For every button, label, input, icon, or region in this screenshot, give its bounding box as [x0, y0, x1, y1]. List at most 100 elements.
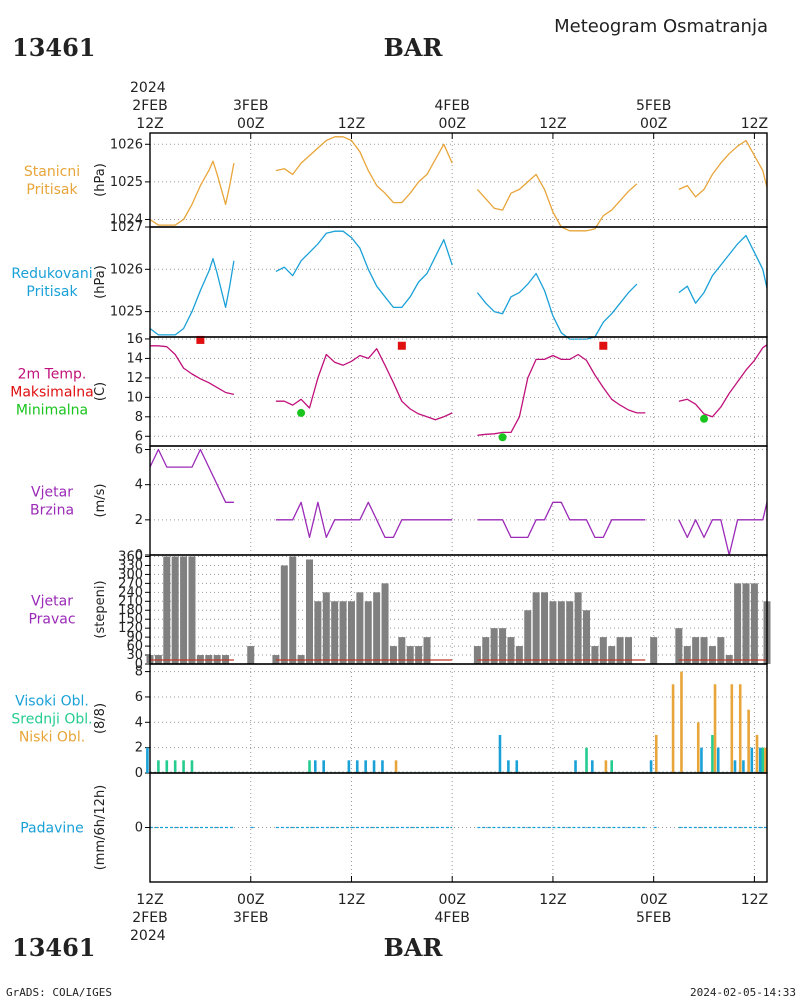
cloud-bar-mid	[157, 760, 160, 773]
cloud-bar-high	[364, 760, 367, 773]
wind-direction-bar	[557, 601, 565, 664]
wind-direction-bar	[616, 637, 624, 664]
wind-direction-ytick-label: 0	[135, 657, 143, 672]
bottom-hour-label: 12Z	[741, 892, 768, 908]
wind-direction-ytick-label: 120	[118, 621, 143, 636]
reduced-pressure-ytick-label: 1027	[110, 220, 143, 235]
temperature-unit-label: (C)	[93, 382, 108, 401]
reduced-pressure-ytick-label: 1026	[110, 262, 143, 277]
cloud-bar-low	[764, 747, 767, 773]
wind-direction-bar	[188, 556, 196, 664]
wind-direction-bar	[305, 559, 313, 664]
station-pressure-ytick-label: 1026	[110, 137, 143, 152]
wind-direction-bar	[750, 583, 758, 664]
precipitation-frame	[149, 772, 768, 883]
wind-direction-bar	[507, 637, 515, 664]
cloud-bar-high	[716, 747, 720, 773]
wind-speed-series-line	[477, 501, 646, 539]
bottom-date-label: 4FEB	[434, 910, 469, 926]
cloud-bar-high	[146, 747, 149, 773]
station-name-top: BAR	[384, 33, 444, 62]
cloud-bar-low	[671, 684, 675, 773]
wind-direction-bar	[734, 583, 742, 664]
tmin-point	[700, 414, 709, 423]
wind-direction-bar	[389, 646, 397, 664]
station-id-bottom: 13461	[12, 933, 96, 962]
station-pressure-label-line: Stanicni	[24, 164, 80, 180]
wind-direction-bar	[381, 583, 389, 664]
top-hour-label: 12Z	[539, 116, 566, 132]
temperature-label-line: Maksimalna	[10, 385, 94, 401]
bottom-hour-label: 00Z	[439, 892, 466, 908]
cloud-bar-high	[574, 760, 577, 773]
wind-direction-bar	[473, 646, 481, 664]
bottom-hour-label: 12Z	[539, 892, 566, 908]
wind-direction-bar	[650, 637, 658, 664]
wind-direction-bar	[499, 628, 507, 664]
top-date-label: 3FEB	[233, 98, 268, 114]
station-name-bottom: BAR	[384, 933, 444, 962]
reduced-pressure-ytick-label: 1025	[110, 305, 143, 320]
wind-direction-bar	[364, 601, 372, 664]
wind-speed-series-line	[149, 448, 234, 503]
station-pressure-series-line	[476, 173, 638, 232]
wind-direction-bar	[583, 610, 591, 664]
cloud-bar-mid	[173, 760, 177, 773]
wind-speed-ytick-label: 2	[135, 513, 143, 528]
temperature-ytick-label: 6	[135, 429, 143, 444]
wind-direction-bar	[415, 646, 423, 664]
cloud-cover-unit-label: (8/8)	[93, 703, 108, 734]
wind-direction-ytick-label: 270	[118, 576, 143, 591]
precipitation-unit-label: (mm/6h/12h)	[93, 785, 108, 871]
wind-direction-bar	[163, 556, 171, 664]
tmax-point	[599, 341, 608, 350]
tmin-point	[297, 408, 306, 417]
cloud-cover-ytick-label: 0	[135, 766, 143, 781]
wind-direction-bar	[347, 601, 355, 664]
top-hour-label: 00Z	[439, 116, 466, 132]
wind-speed-label-line: Brzina	[30, 503, 74, 519]
reduced-pressure-frame	[149, 226, 768, 338]
station-pressure-ytick-label: 1024	[110, 212, 143, 227]
wind-direction-bar	[608, 646, 616, 664]
wind-direction-bar	[331, 601, 339, 664]
cloud-bar-low	[394, 760, 398, 773]
reduced-pressure-series-line	[476, 272, 638, 340]
cloud-bar-low	[713, 684, 717, 773]
top-hour-label: 12Z	[136, 116, 163, 132]
wind-direction-bar	[524, 610, 532, 664]
temperature-frame	[149, 336, 768, 447]
bottom-hour-label: 00Z	[640, 892, 667, 908]
cloud-bar-high	[515, 760, 519, 773]
reduced-pressure-label-line: Redukovani	[11, 266, 92, 282]
reduced-pressure-series-line	[275, 230, 453, 309]
tmax-point	[397, 341, 406, 350]
tmin-point	[498, 433, 507, 442]
wind-direction-bar	[549, 601, 557, 664]
wind-direction-bar	[322, 592, 330, 664]
wind-direction-bar	[247, 646, 255, 664]
reduced-pressure-series-line	[149, 258, 235, 336]
wind-direction-bar	[717, 637, 725, 664]
temperature-series-line	[678, 344, 768, 418]
wind-direction-unit-label: (stepeni)	[93, 580, 108, 638]
wind-direction-ytick-label: 240	[118, 585, 143, 600]
station-pressure-ytick-label: 1025	[110, 175, 143, 190]
cloud-bar-high	[381, 760, 384, 773]
wind-speed-series-line	[275, 501, 453, 539]
top-hour-label: 00Z	[640, 116, 667, 132]
reduced-pressure-unit-label: (hPa)	[93, 265, 108, 299]
wind-direction-bar	[490, 628, 498, 664]
precipitation-label-line: Padavine	[20, 821, 84, 837]
wind-speed-label-line: Vjetar	[31, 485, 73, 501]
bottom-date-label: 5FEB	[636, 910, 671, 926]
wind-direction-bar	[180, 556, 188, 664]
cloud-cover-label-line: Niski Obl.	[19, 730, 85, 746]
cloud-bar-high	[700, 747, 703, 773]
wind-direction-bar	[515, 646, 523, 664]
cloud-bar-low	[696, 722, 700, 773]
wind-direction-bar	[708, 646, 716, 664]
station-pressure-label-line: Pritisak	[26, 182, 78, 198]
cloud-bar-mid	[610, 760, 614, 773]
wind-direction-bar	[482, 637, 490, 664]
